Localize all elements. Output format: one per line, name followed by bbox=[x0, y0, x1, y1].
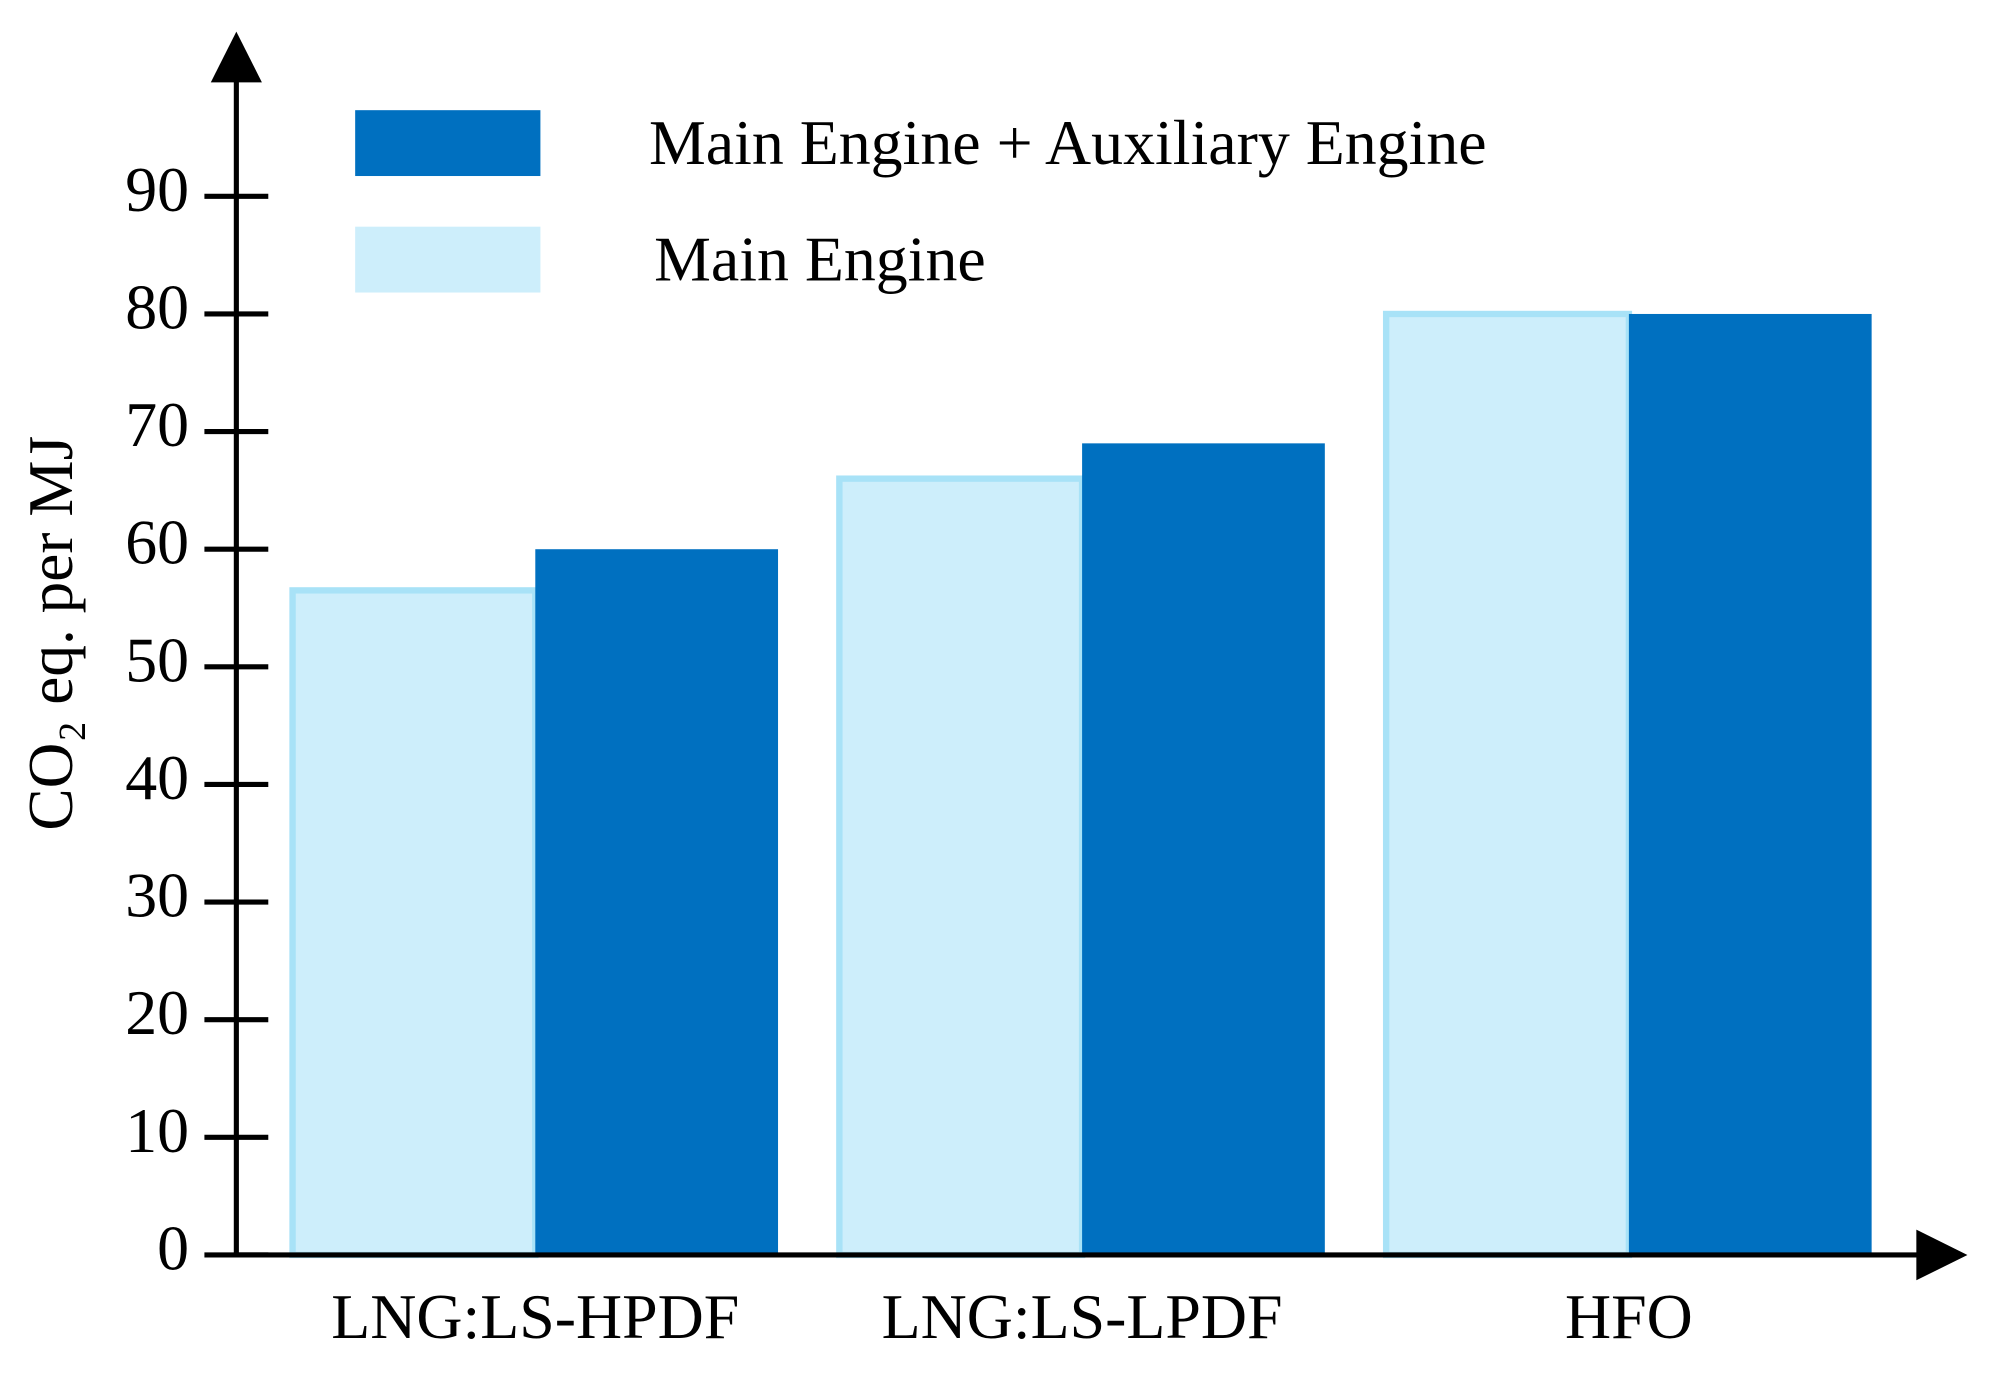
y-tick-label: 70 bbox=[125, 389, 189, 460]
y-axis-arrow bbox=[210, 31, 262, 83]
legend-label: Main Engine bbox=[654, 224, 986, 295]
bar bbox=[1628, 313, 1872, 1255]
y-tick-label: 10 bbox=[125, 1095, 189, 1166]
bar bbox=[836, 475, 1086, 1259]
bar bbox=[1382, 310, 1633, 1259]
bar bbox=[289, 587, 539, 1259]
legend-label: Main Engine + Auxiliary Engine bbox=[649, 107, 1487, 178]
y-tick-label: 0 bbox=[157, 1213, 189, 1284]
x-tick-label: LNG:LS-LPDF bbox=[882, 1281, 1283, 1352]
y-tick-label: 80 bbox=[125, 272, 189, 343]
bar bbox=[1082, 443, 1325, 1255]
y-tick-label: 30 bbox=[125, 860, 189, 931]
x-tick-label: HFO bbox=[1565, 1281, 1693, 1352]
x-tick-label: LNG:LS-HPDF bbox=[331, 1281, 739, 1352]
y-tick-label: 60 bbox=[125, 507, 189, 578]
y-tick-label: 50 bbox=[125, 625, 189, 696]
legend-swatch bbox=[355, 110, 541, 177]
y-tick-label: 20 bbox=[125, 977, 189, 1048]
y-tick-label: 40 bbox=[125, 742, 189, 813]
bar bbox=[535, 549, 779, 1255]
legend-swatch bbox=[355, 226, 541, 293]
x-axis-arrow bbox=[1916, 1229, 1968, 1281]
y-axis-label: CO₂ eq. per MJ bbox=[15, 436, 86, 831]
y-tick-label: 90 bbox=[125, 154, 189, 225]
